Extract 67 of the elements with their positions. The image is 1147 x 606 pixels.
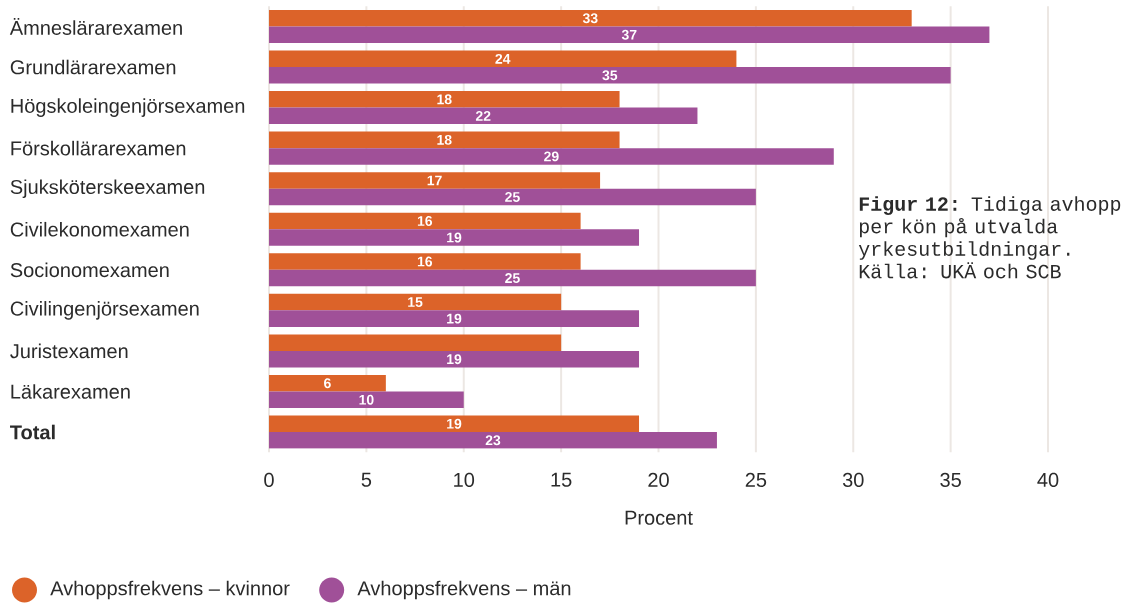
bar [269, 212, 581, 230]
y-tick-label: Sjuksköterskeexamen [10, 179, 205, 199]
bar [269, 374, 386, 392]
bar [269, 172, 601, 189]
data-label: 19 [447, 418, 462, 429]
y-tick-label: Civilingenjörsexamen [10, 301, 199, 320]
data-label: 10 [359, 394, 374, 405]
data-label: 25 [505, 191, 520, 202]
bar [269, 107, 698, 125]
bar [269, 26, 990, 43]
bar [269, 50, 737, 68]
data-label: 22 [475, 110, 491, 121]
data-label: 19 [447, 232, 462, 243]
bar [269, 229, 640, 246]
x-tick-label: 0 [264, 472, 274, 487]
x-tick-label: 10 [454, 472, 475, 487]
data-label: 19 [447, 313, 462, 324]
bar [269, 253, 581, 270]
bar [269, 432, 717, 449]
y-tick-label: Ämneslärarexamen [9, 18, 182, 35]
data-label: 18 [437, 94, 452, 105]
y-tick-label: Juristexamen [10, 343, 128, 359]
data-label: 23 [485, 435, 501, 446]
bar [269, 148, 834, 165]
data-label: 19 [447, 354, 462, 365]
y-tick-label: Grundlärarexamen [10, 59, 176, 75]
y-tick-label: Högskoleingenjörsexamen [11, 98, 245, 117]
x-tick-label: 15 [551, 472, 572, 487]
x-tick-label: 30 [842, 472, 864, 487]
bar [269, 350, 640, 368]
bar [269, 293, 562, 311]
bar [269, 188, 756, 206]
bar [269, 9, 912, 27]
bar [269, 91, 620, 108]
y-tick-label: Förskollärarexamen [11, 140, 186, 156]
bar [269, 391, 464, 408]
data-label: 16 [417, 216, 433, 226]
x-axis-title: Procent [625, 510, 693, 525]
y-tick-label: Civilekonomexamen [10, 221, 189, 237]
legend-label: Avhoppsfrekvens – män [357, 580, 571, 600]
data-label: 24 [495, 53, 511, 64]
legend-label: Avhoppsfrekvens – kvinnor [50, 580, 290, 600]
data-label: 17 [427, 175, 442, 186]
data-label: 25 [505, 273, 520, 284]
x-tick-label: 20 [648, 472, 669, 487]
y-tick-label: Socionomexamen [10, 262, 169, 278]
annotation: Figur 12: Tidiga avhopp per kön på utvalda yrkesutbildningar. Källa: UKÄ och SCB [858, 196, 1121, 279]
x-tick-label: 40 [1037, 472, 1059, 487]
bar [269, 310, 640, 327]
x-tick-label: 25 [745, 472, 767, 487]
bar [269, 415, 640, 433]
bar [269, 67, 951, 84]
bar [269, 334, 562, 351]
x-tick-label: 5 [361, 472, 372, 487]
bar [269, 131, 620, 149]
data-label: 37 [621, 29, 637, 40]
data-label: 15 [408, 297, 423, 307]
y-tick-label: Total [10, 424, 55, 440]
data-label: 33 [582, 13, 598, 24]
data-label: 29 [544, 151, 559, 162]
data-label: 35 [602, 70, 618, 81]
data-label: 18 [437, 134, 452, 145]
x-tick-label: 35 [940, 472, 961, 487]
data-label: 16 [417, 256, 433, 267]
data-label: 6 [324, 378, 331, 389]
y-tick-label: Läkarexamen [11, 384, 130, 399]
bar [269, 269, 756, 287]
